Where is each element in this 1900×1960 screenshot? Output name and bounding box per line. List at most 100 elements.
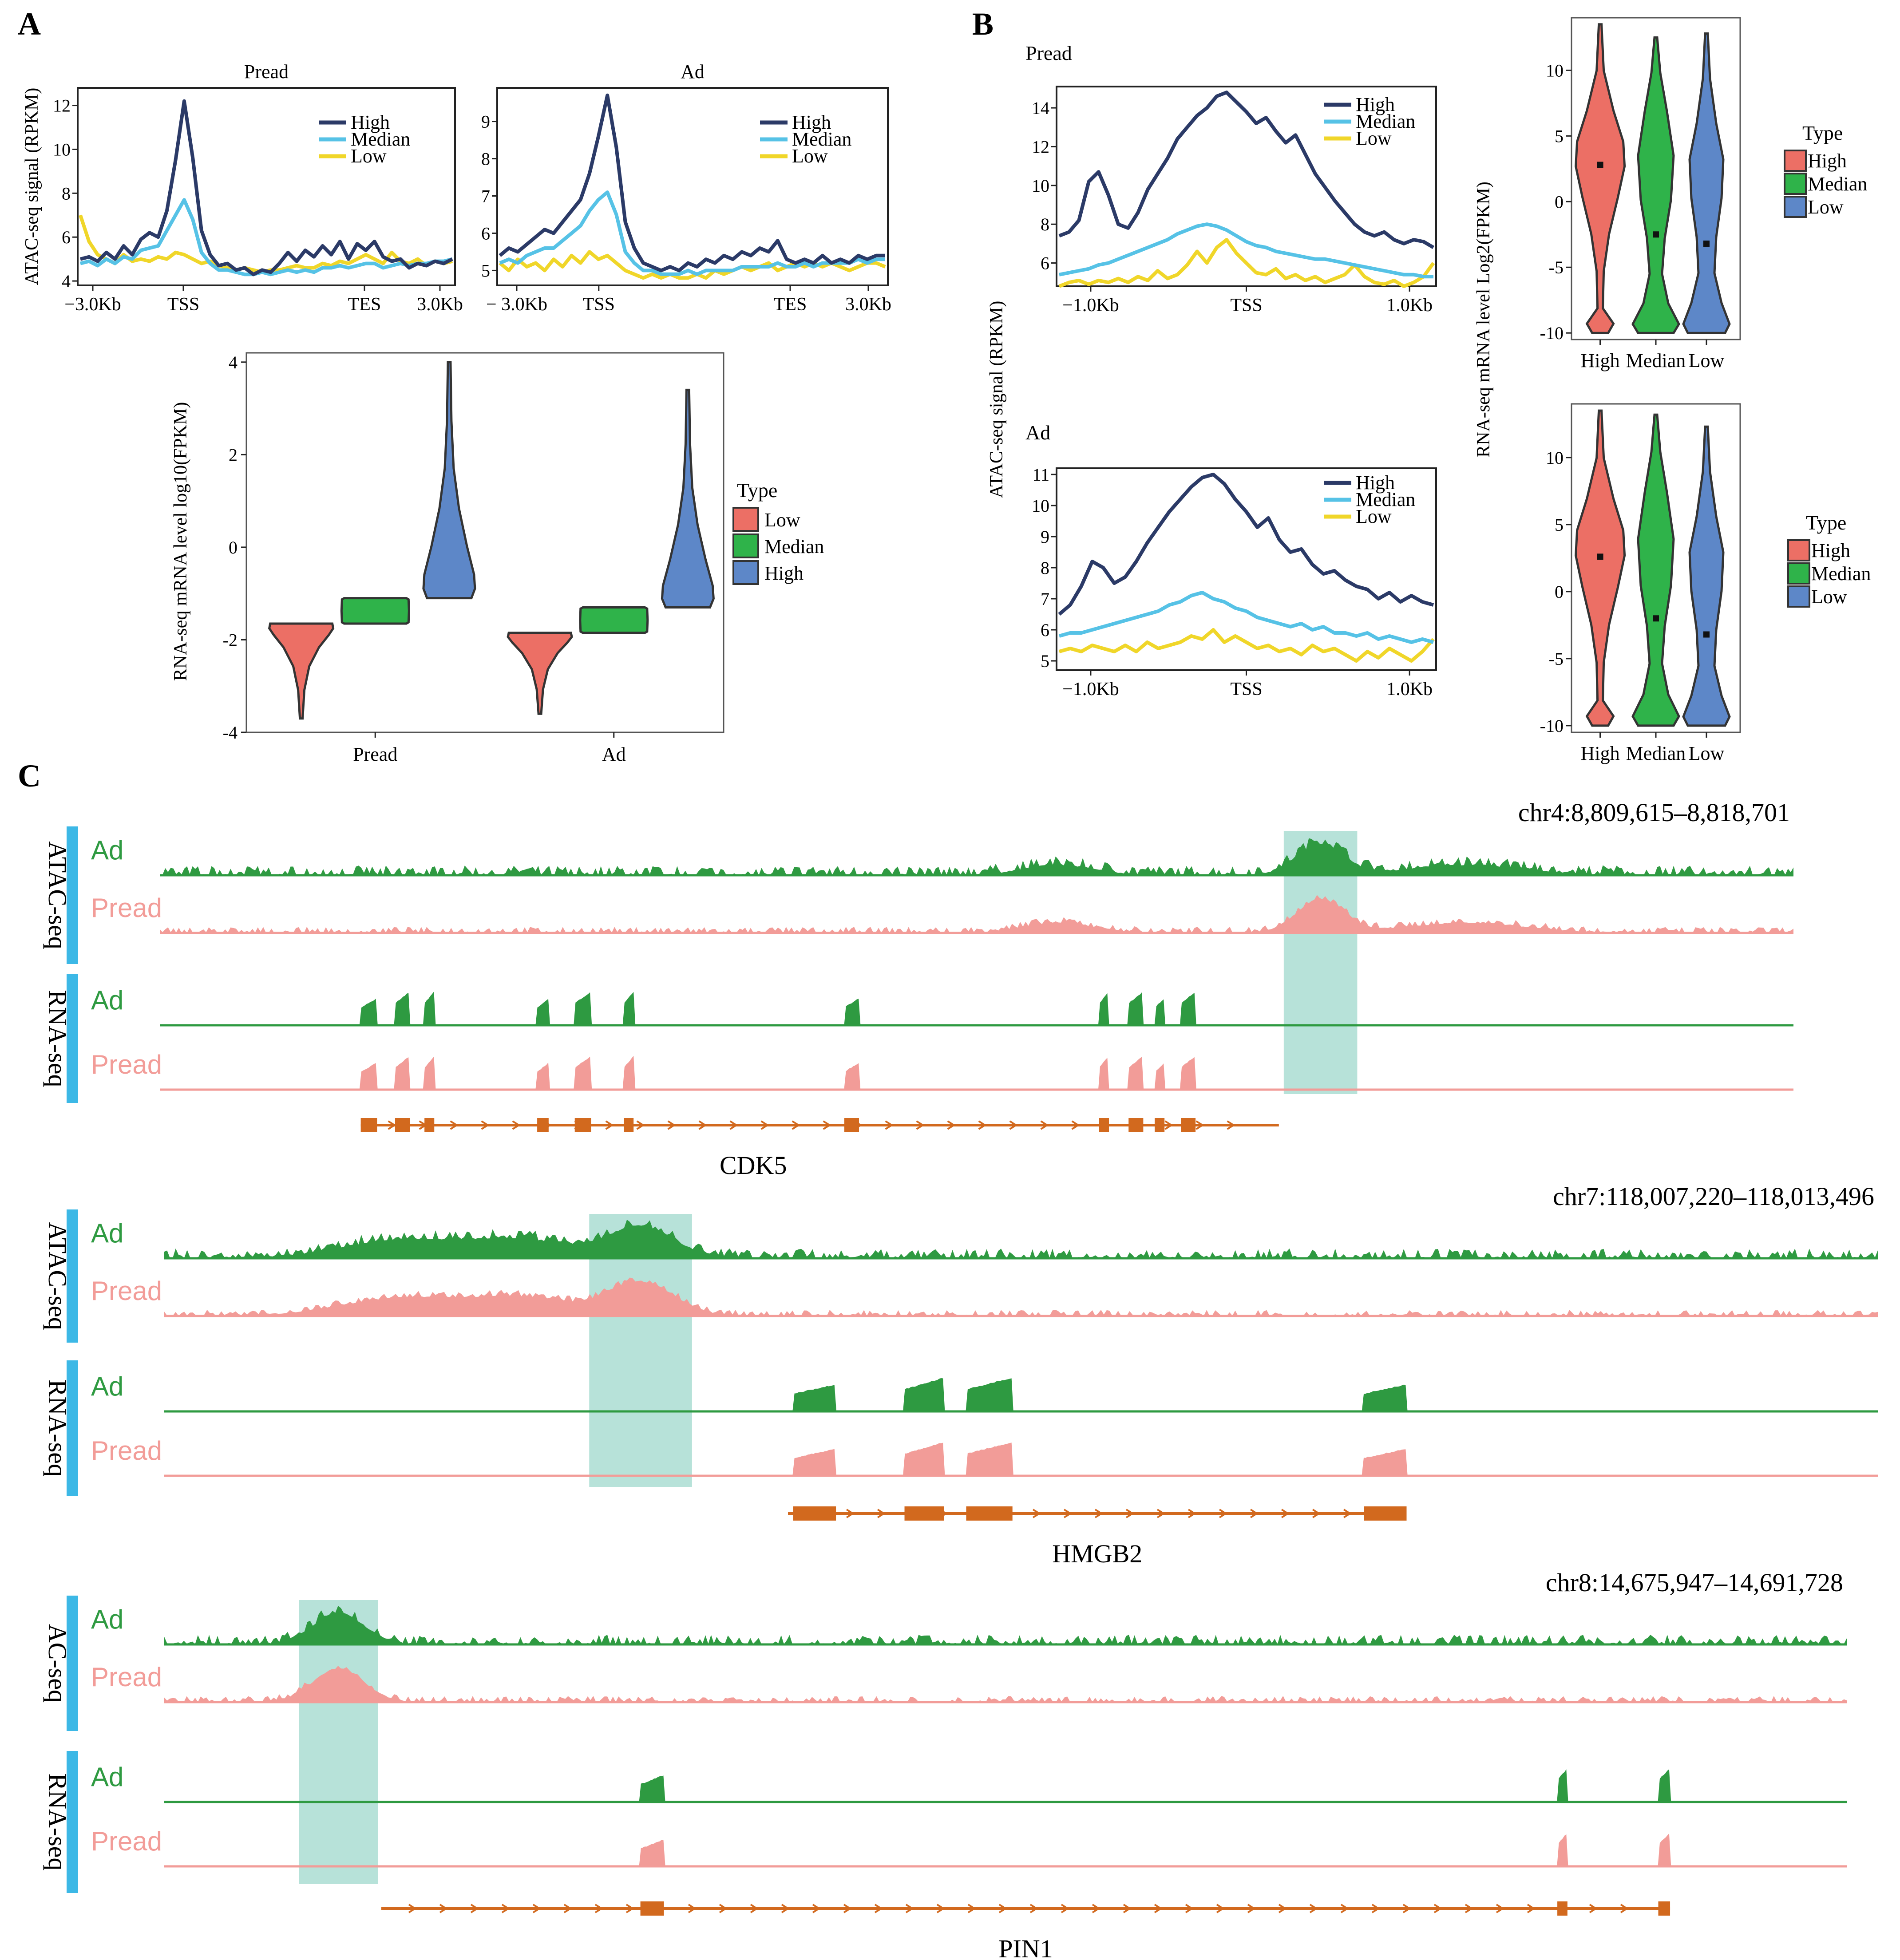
violin-high: [661, 388, 715, 609]
gene-strand-arrow: [781, 1904, 790, 1913]
gene-exon: [1658, 1901, 1670, 1916]
genome-track-cdk5: chr4:8,809,615–8,818,701 ATAC-seq RNA-seq A…: [43, 798, 1793, 1180]
legend-label: Median: [792, 128, 851, 150]
gene-strand-arrow: [719, 1904, 728, 1913]
gene-strand-arrow: [1188, 1509, 1196, 1518]
violin-high: [422, 361, 476, 600]
x-tick-label: Median: [1626, 350, 1686, 371]
gene-strand-arrow: [877, 1509, 886, 1518]
gene-strand-arrow: [1216, 1904, 1225, 1913]
gene-strand-arrow: [1371, 1904, 1380, 1913]
x-tick-label: −1.0Kb: [1062, 679, 1119, 699]
plot-frame: [245, 352, 724, 733]
y-tick-label: 5: [1555, 126, 1564, 146]
gene-strand-arrow: [967, 1904, 976, 1913]
legend-label: Median: [1811, 563, 1871, 585]
rna-seq-label: RNA-seq: [43, 1379, 72, 1477]
gene-strand-arrow: [792, 1120, 800, 1130]
chart-title: Pread: [244, 61, 289, 83]
track-atac-ad: [164, 1606, 1847, 1644]
track-label-ad: Ad: [91, 835, 123, 865]
x-tick-label: High: [1581, 743, 1620, 764]
legend-label: High: [792, 111, 831, 133]
atac-seq-label: ATAC-seq: [43, 1222, 72, 1330]
violin-low: [1682, 425, 1731, 727]
gene-exon: [640, 1901, 664, 1916]
x-tick-label: TSS: [167, 294, 199, 315]
gene-exon: [537, 1118, 549, 1132]
gene-strand-arrow: [408, 1904, 417, 1913]
gene-strand-arrow: [1040, 1120, 1049, 1130]
y-tick-label: 8: [481, 149, 490, 169]
y-tick-label: -2: [223, 630, 238, 650]
x-tick-label: −1.0Kb: [1062, 295, 1119, 316]
gene-exon: [395, 1118, 410, 1132]
legend-label: Median: [764, 536, 824, 557]
y-axis-label: RNA-seq mRNA level log10(FPKM): [170, 402, 191, 681]
series-line-median: [80, 198, 453, 277]
gene-strand-arrow: [698, 1120, 707, 1130]
legend-swatch: [1787, 539, 1810, 561]
x-tick-label: Median: [1626, 743, 1686, 764]
x-tick-label: 3.0Kb: [845, 294, 891, 315]
violin-median: [579, 606, 649, 634]
y-tick-label: 8: [62, 183, 71, 203]
track-label-pread: Pread: [91, 1826, 162, 1856]
violin-high: [1575, 409, 1626, 727]
chart-b1-side-title: Pread: [1025, 42, 1072, 64]
gene-strand-arrow: [1227, 1120, 1235, 1130]
violin-median: [340, 597, 410, 625]
rna-side-bar: [67, 1751, 78, 1893]
y-tick-label: 9: [481, 112, 490, 132]
gene-strand-arrow: [1219, 1509, 1227, 1518]
y-tick-label: 4: [62, 271, 71, 291]
y-tick-label: 12: [53, 96, 71, 116]
chart-b2-side-title: Ad: [1025, 421, 1050, 444]
y-axis-label: ATAC-seq signal (RPKM): [22, 88, 42, 285]
legend-swatch: [732, 560, 759, 585]
legend-swatch: [1784, 196, 1807, 218]
y-tick-label: 5: [481, 261, 490, 281]
y-tick-label: 7: [481, 186, 490, 206]
x-tick-label: TES: [348, 294, 381, 315]
legend-label: Low: [792, 145, 828, 167]
median-point: [1653, 615, 1659, 622]
gene-strand-arrow: [1589, 1904, 1598, 1913]
gene-strand-arrow: [1402, 1904, 1411, 1913]
track-label-pread: Pread: [91, 1436, 162, 1466]
x-tick-label: Pread: [353, 743, 397, 765]
gene-strand-arrow: [760, 1120, 769, 1130]
gene-strand-arrow: [1247, 1904, 1256, 1913]
chart-a-pread-profile: Pread 4 6 8 10 12 −3.0Kb TSS TES 3.0Kb ATAC-seq si…: [22, 61, 463, 315]
track-atac-ad: [160, 838, 1793, 875]
y-tick-label: 0: [1555, 582, 1564, 602]
gene-strand-arrow: [885, 1120, 894, 1130]
gene-strand-arrow: [750, 1904, 759, 1913]
y-tick-label: 10: [53, 139, 71, 159]
series-line-high: [1058, 91, 1435, 249]
gene-strand-arrow: [1620, 1904, 1629, 1913]
plot-frame: [496, 87, 889, 286]
track-label-ad: Ad: [91, 1604, 123, 1634]
chart-b-violin-top: -10 -5 0 5 10 RNA-seq mRNA level Log2(FPKM) Hi…: [1473, 17, 1867, 458]
legend-label: Low: [764, 509, 800, 531]
violin-low: [1682, 32, 1731, 334]
y-tick-label: 6: [1041, 620, 1049, 640]
legend-label: Median: [1808, 173, 1867, 195]
legend-label: High: [351, 111, 390, 133]
gene-name: HMGB2: [1052, 1539, 1142, 1568]
y-tick-label: 12: [1032, 137, 1049, 157]
track-label-pread: Pread: [91, 1050, 162, 1079]
legend-title: Type: [737, 479, 777, 502]
x-tick-label: − 3.0Kb: [486, 294, 547, 315]
gene-strand-arrow: [936, 1904, 945, 1913]
series-line-median: [499, 190, 885, 276]
gene-strand-arrow: [846, 1509, 855, 1518]
gene-exon: [904, 1506, 944, 1521]
y-tick-label: 8: [1041, 558, 1049, 578]
panel-b-letter: B: [972, 6, 994, 42]
gene-exon: [360, 1118, 377, 1132]
genome-track-hmgb2: chr7:118,007,220–118,013,496 ATAC-seq RNA-…: [43, 1182, 1878, 1568]
gene-strand-arrow: [1250, 1509, 1259, 1518]
gene-strand-arrow: [605, 1120, 614, 1130]
